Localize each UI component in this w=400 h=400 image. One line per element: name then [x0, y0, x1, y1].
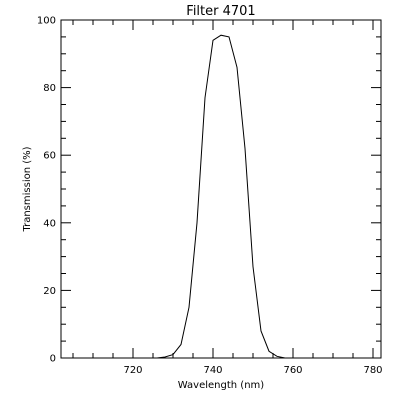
y-tick-label: 20: [43, 286, 56, 297]
y-tick-label: 40: [43, 218, 56, 229]
x-axis-label: Wavelength (nm): [178, 380, 264, 391]
x-tick-label: 720: [123, 365, 142, 376]
transmission-curve: [149, 34, 293, 359]
y-tick-label: 100: [37, 16, 56, 27]
chart-title: Filter 4701: [186, 4, 255, 19]
y-axis-label: Transmission (%): [22, 146, 33, 232]
x-tick-label: 740: [203, 365, 222, 376]
y-tick-label: 60: [43, 151, 56, 162]
plot-frame: [60, 19, 382, 359]
y-tick-label: 80: [43, 83, 56, 94]
y-tick-label: 0: [50, 354, 56, 365]
series-layer: [149, 34, 293, 359]
x-tick-label: 780: [363, 365, 382, 376]
x-tick-label: 760: [283, 365, 302, 376]
ticks-layer: 720 740 760 780 0 20 40 60 80 100: [37, 16, 383, 377]
